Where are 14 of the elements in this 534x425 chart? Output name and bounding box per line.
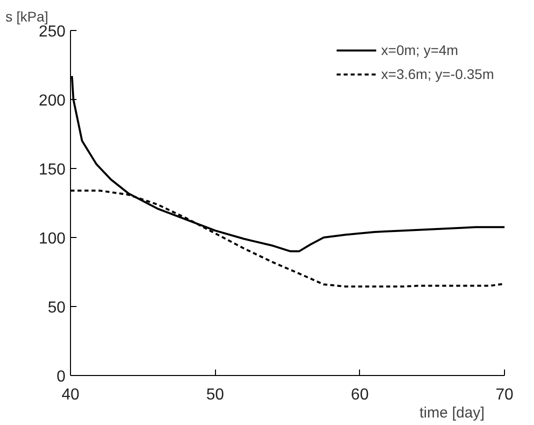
y-tick-label: 50 [48, 300, 66, 316]
x-tick-label: 40 [62, 386, 80, 404]
x-axis-title: time [day] [419, 404, 485, 422]
y-axis-title: s [kPa] [6, 8, 48, 24]
y-tick-label: 250 [38, 24, 66, 40]
y-tick-label: 150 [38, 162, 66, 178]
legend-label: x=3.6m; y=-0.35m [381, 66, 494, 82]
y-tick-label: 100 [38, 230, 66, 248]
x-tick-label: 50 [206, 386, 224, 404]
y-tick-label: 200 [38, 92, 66, 110]
x-tick-label: 70 [496, 386, 514, 404]
x-tick-label: 60 [350, 386, 369, 404]
legend-label: x=0m; y=4m [381, 42, 458, 58]
y-tick-label: 0 [56, 368, 66, 386]
